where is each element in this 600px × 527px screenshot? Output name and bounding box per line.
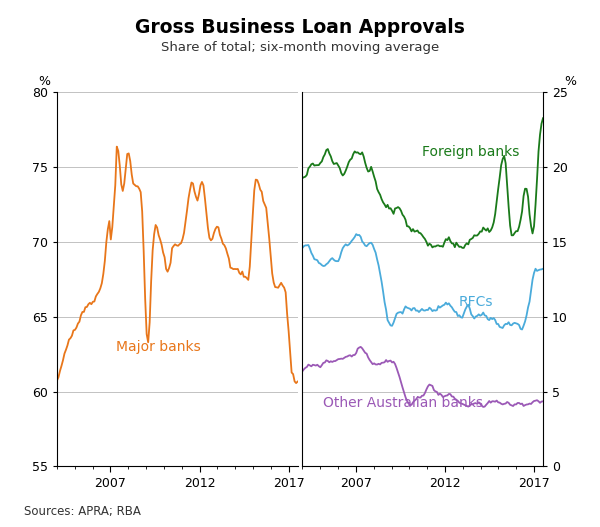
Text: Other Australian banks: Other Australian banks [323,396,484,410]
Text: RFCs: RFCs [458,295,493,309]
Text: Share of total; six-month moving average: Share of total; six-month moving average [161,41,439,54]
Text: Gross Business Loan Approvals: Gross Business Loan Approvals [135,18,465,37]
Text: Sources: APRA; RBA: Sources: APRA; RBA [24,504,141,518]
Text: Foreign banks: Foreign banks [422,145,520,159]
Text: Major banks: Major banks [116,340,200,354]
Text: %: % [565,75,577,89]
Text: %: % [38,75,50,89]
